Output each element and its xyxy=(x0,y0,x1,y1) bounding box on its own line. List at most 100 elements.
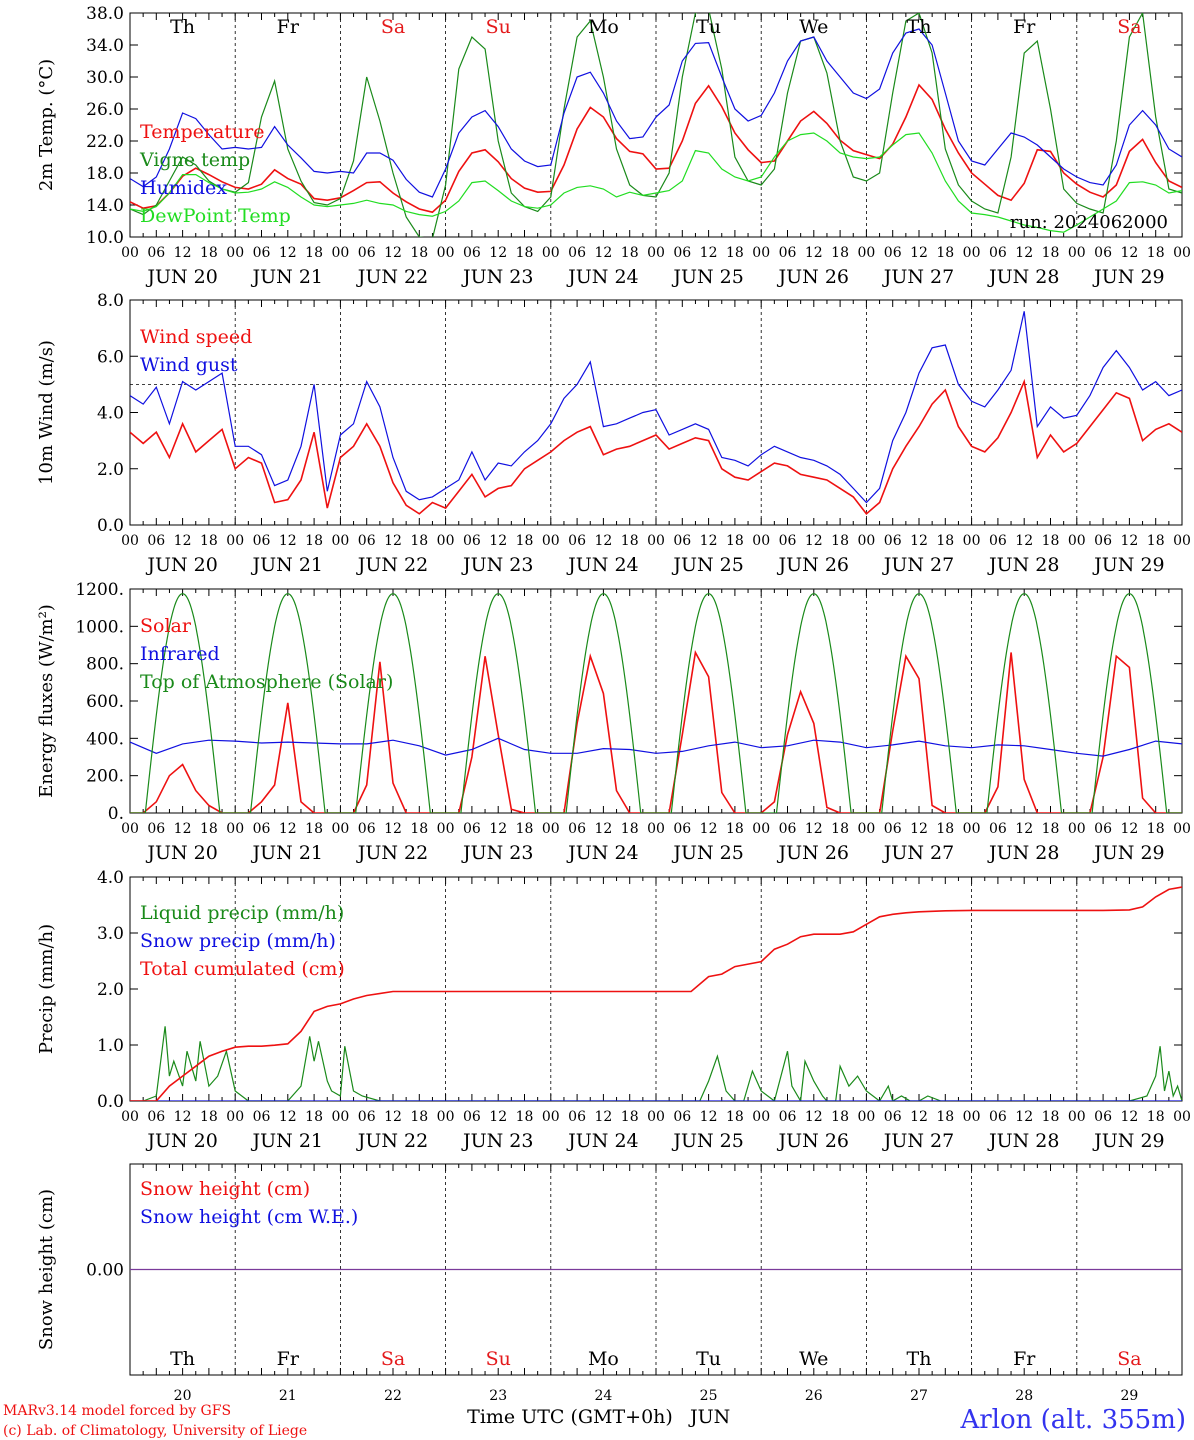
date-label: JUN 27 xyxy=(882,266,954,288)
date-label: JUN 29 xyxy=(1092,554,1164,576)
x-tick-label: 12 xyxy=(384,821,402,837)
x-tick-label: 12 xyxy=(1015,533,1033,549)
x-tick-label: 12 xyxy=(174,533,192,549)
x-tick-label: 12 xyxy=(279,245,297,261)
x-tick-label: 18 xyxy=(516,821,534,837)
x-tick-label: 06 xyxy=(884,1109,902,1125)
x-tick-label: 12 xyxy=(700,533,718,549)
panels: 10.0 14.0 18.0 22.0 26.0 30.0 34.0 38.0 2m Temp.… xyxy=(36,4,1191,1404)
x-tick-label: 00 xyxy=(647,821,665,837)
x-tick-label: 00 xyxy=(542,533,560,549)
x-tick-label: 06 xyxy=(147,821,165,837)
x-tick-label: 06 xyxy=(989,533,1007,549)
x-tick-label: 00 xyxy=(752,245,770,261)
x-tick-label: 18 xyxy=(305,1109,323,1125)
legend-entry: Wind gust xyxy=(140,354,238,376)
legend-entry: Liquid precip (mm/h) xyxy=(140,902,344,924)
x-tick-label: 18 xyxy=(410,1109,428,1125)
bottom-date-label: 20 xyxy=(174,1388,192,1404)
x-tick-label: 18 xyxy=(1147,533,1165,549)
panel-5: 0.00Snow height (cm) Snow height (cm)Snow… xyxy=(36,1164,1182,1404)
x-tick-label: 06 xyxy=(358,245,376,261)
bottom-date-label: 25 xyxy=(700,1388,718,1404)
day-label: Sa xyxy=(1117,1348,1141,1370)
x-tick-label: 12 xyxy=(594,1109,612,1125)
legend-entry: DewPoint Temp xyxy=(140,205,291,227)
x-tick-label: 00 xyxy=(1068,245,1086,261)
x-tick-label: 18 xyxy=(1147,821,1165,837)
y-tick-label: 0.0 xyxy=(97,1092,124,1112)
footer: MARv3.14 model forced by GFS (c) Lab. of… xyxy=(3,1403,1186,1439)
y-tick-label: 0.0 xyxy=(97,516,124,536)
x-tick-label: 12 xyxy=(700,1109,718,1125)
date-label: JUN 23 xyxy=(461,1130,533,1152)
x-tick-label: 12 xyxy=(489,821,507,837)
series-wind-gust-line xyxy=(130,311,1182,502)
date-label: JUN 23 xyxy=(461,554,533,576)
y-tick-label: 38.0 xyxy=(86,4,124,24)
x-tick-label: 06 xyxy=(358,1109,376,1125)
x-tick-label: 18 xyxy=(200,821,218,837)
x-tick-label: 00 xyxy=(752,533,770,549)
legend-entry: Temperature xyxy=(140,121,264,143)
bottom-date-label: 23 xyxy=(489,1388,507,1404)
x-tick-label: 00 xyxy=(1173,533,1191,549)
y-tick-label: 8.0 xyxy=(97,291,124,311)
x-tick-label: 12 xyxy=(1120,1109,1138,1125)
bottom-date-label: 22 xyxy=(384,1388,402,1404)
x-tick-label: 12 xyxy=(489,245,507,261)
x-tick-label: 12 xyxy=(279,1109,297,1125)
y-tick-label: 200. xyxy=(86,767,124,787)
date-label: JUN 29 xyxy=(1092,1130,1164,1152)
x-tick-label: 00 xyxy=(437,533,455,549)
legend-entry: Wind speed xyxy=(140,326,252,348)
x-tick-label: 18 xyxy=(936,1109,954,1125)
y-tick-label: 2.0 xyxy=(97,980,124,1000)
legend-entry: Snow height (cm) xyxy=(140,1178,310,1200)
date-label: JUN 26 xyxy=(777,1130,849,1152)
x-tick-label: 06 xyxy=(1094,245,1112,261)
bottom-date-label: 26 xyxy=(805,1388,823,1404)
x-tick-label: 06 xyxy=(884,533,902,549)
panel-1: 10.0 14.0 18.0 22.0 26.0 30.0 34.0 38.0 2m Temp.… xyxy=(36,4,1191,288)
x-tick-label: 00 xyxy=(1068,821,1086,837)
bottom-date-label: 24 xyxy=(594,1388,612,1404)
day-label: Fr xyxy=(1013,1348,1036,1370)
x-tick-label: 00 xyxy=(437,245,455,261)
x-tick-label: 06 xyxy=(253,533,271,549)
y-tick-label: 26.0 xyxy=(86,100,124,120)
panel-4: 0.0 1.0 2.0 3.0 4.0 Precip (mm/h) Liquid preci… xyxy=(36,868,1191,1152)
x-tick-label: 06 xyxy=(147,533,165,549)
x-tick-label: 00 xyxy=(121,1109,139,1125)
x-tick-label: 00 xyxy=(226,245,244,261)
x-tick-label: 18 xyxy=(936,533,954,549)
day-label: Th xyxy=(907,16,932,38)
date-label: JUN 24 xyxy=(566,1130,638,1152)
bottom-date-label: 21 xyxy=(279,1388,297,1404)
x-tick-label: 12 xyxy=(489,1109,507,1125)
x-tick-label: 18 xyxy=(726,533,744,549)
x-tick-label: 00 xyxy=(121,821,139,837)
y-tick-label: 6.0 xyxy=(97,347,124,367)
day-label: Su xyxy=(486,1348,511,1370)
x-tick-label: 06 xyxy=(884,245,902,261)
legend-entry: Snow height (cm W.E.) xyxy=(140,1206,358,1228)
x-tick-label: 00 xyxy=(647,533,665,549)
day-label: Fr xyxy=(277,1348,300,1370)
date-label: JUN 23 xyxy=(461,266,533,288)
x-tick-label: 06 xyxy=(673,821,691,837)
x-tick-label: 12 xyxy=(1015,245,1033,261)
x-tick-label: 18 xyxy=(516,533,534,549)
x-tick-label: 00 xyxy=(331,533,349,549)
x-tick-label: 18 xyxy=(936,245,954,261)
day-label: Mo xyxy=(588,1348,619,1370)
day-label: Fr xyxy=(277,16,300,38)
x-tick-label: 06 xyxy=(779,533,797,549)
x-tick-label: 12 xyxy=(1015,821,1033,837)
date-label: JUN 22 xyxy=(356,266,428,288)
x-tick-label: 06 xyxy=(1094,533,1112,549)
x-tick-label: 18 xyxy=(410,821,428,837)
x-tick-label: 00 xyxy=(1173,1109,1191,1125)
x-tick-label: 00 xyxy=(963,821,981,837)
x-tick-label: 06 xyxy=(1094,1109,1112,1125)
